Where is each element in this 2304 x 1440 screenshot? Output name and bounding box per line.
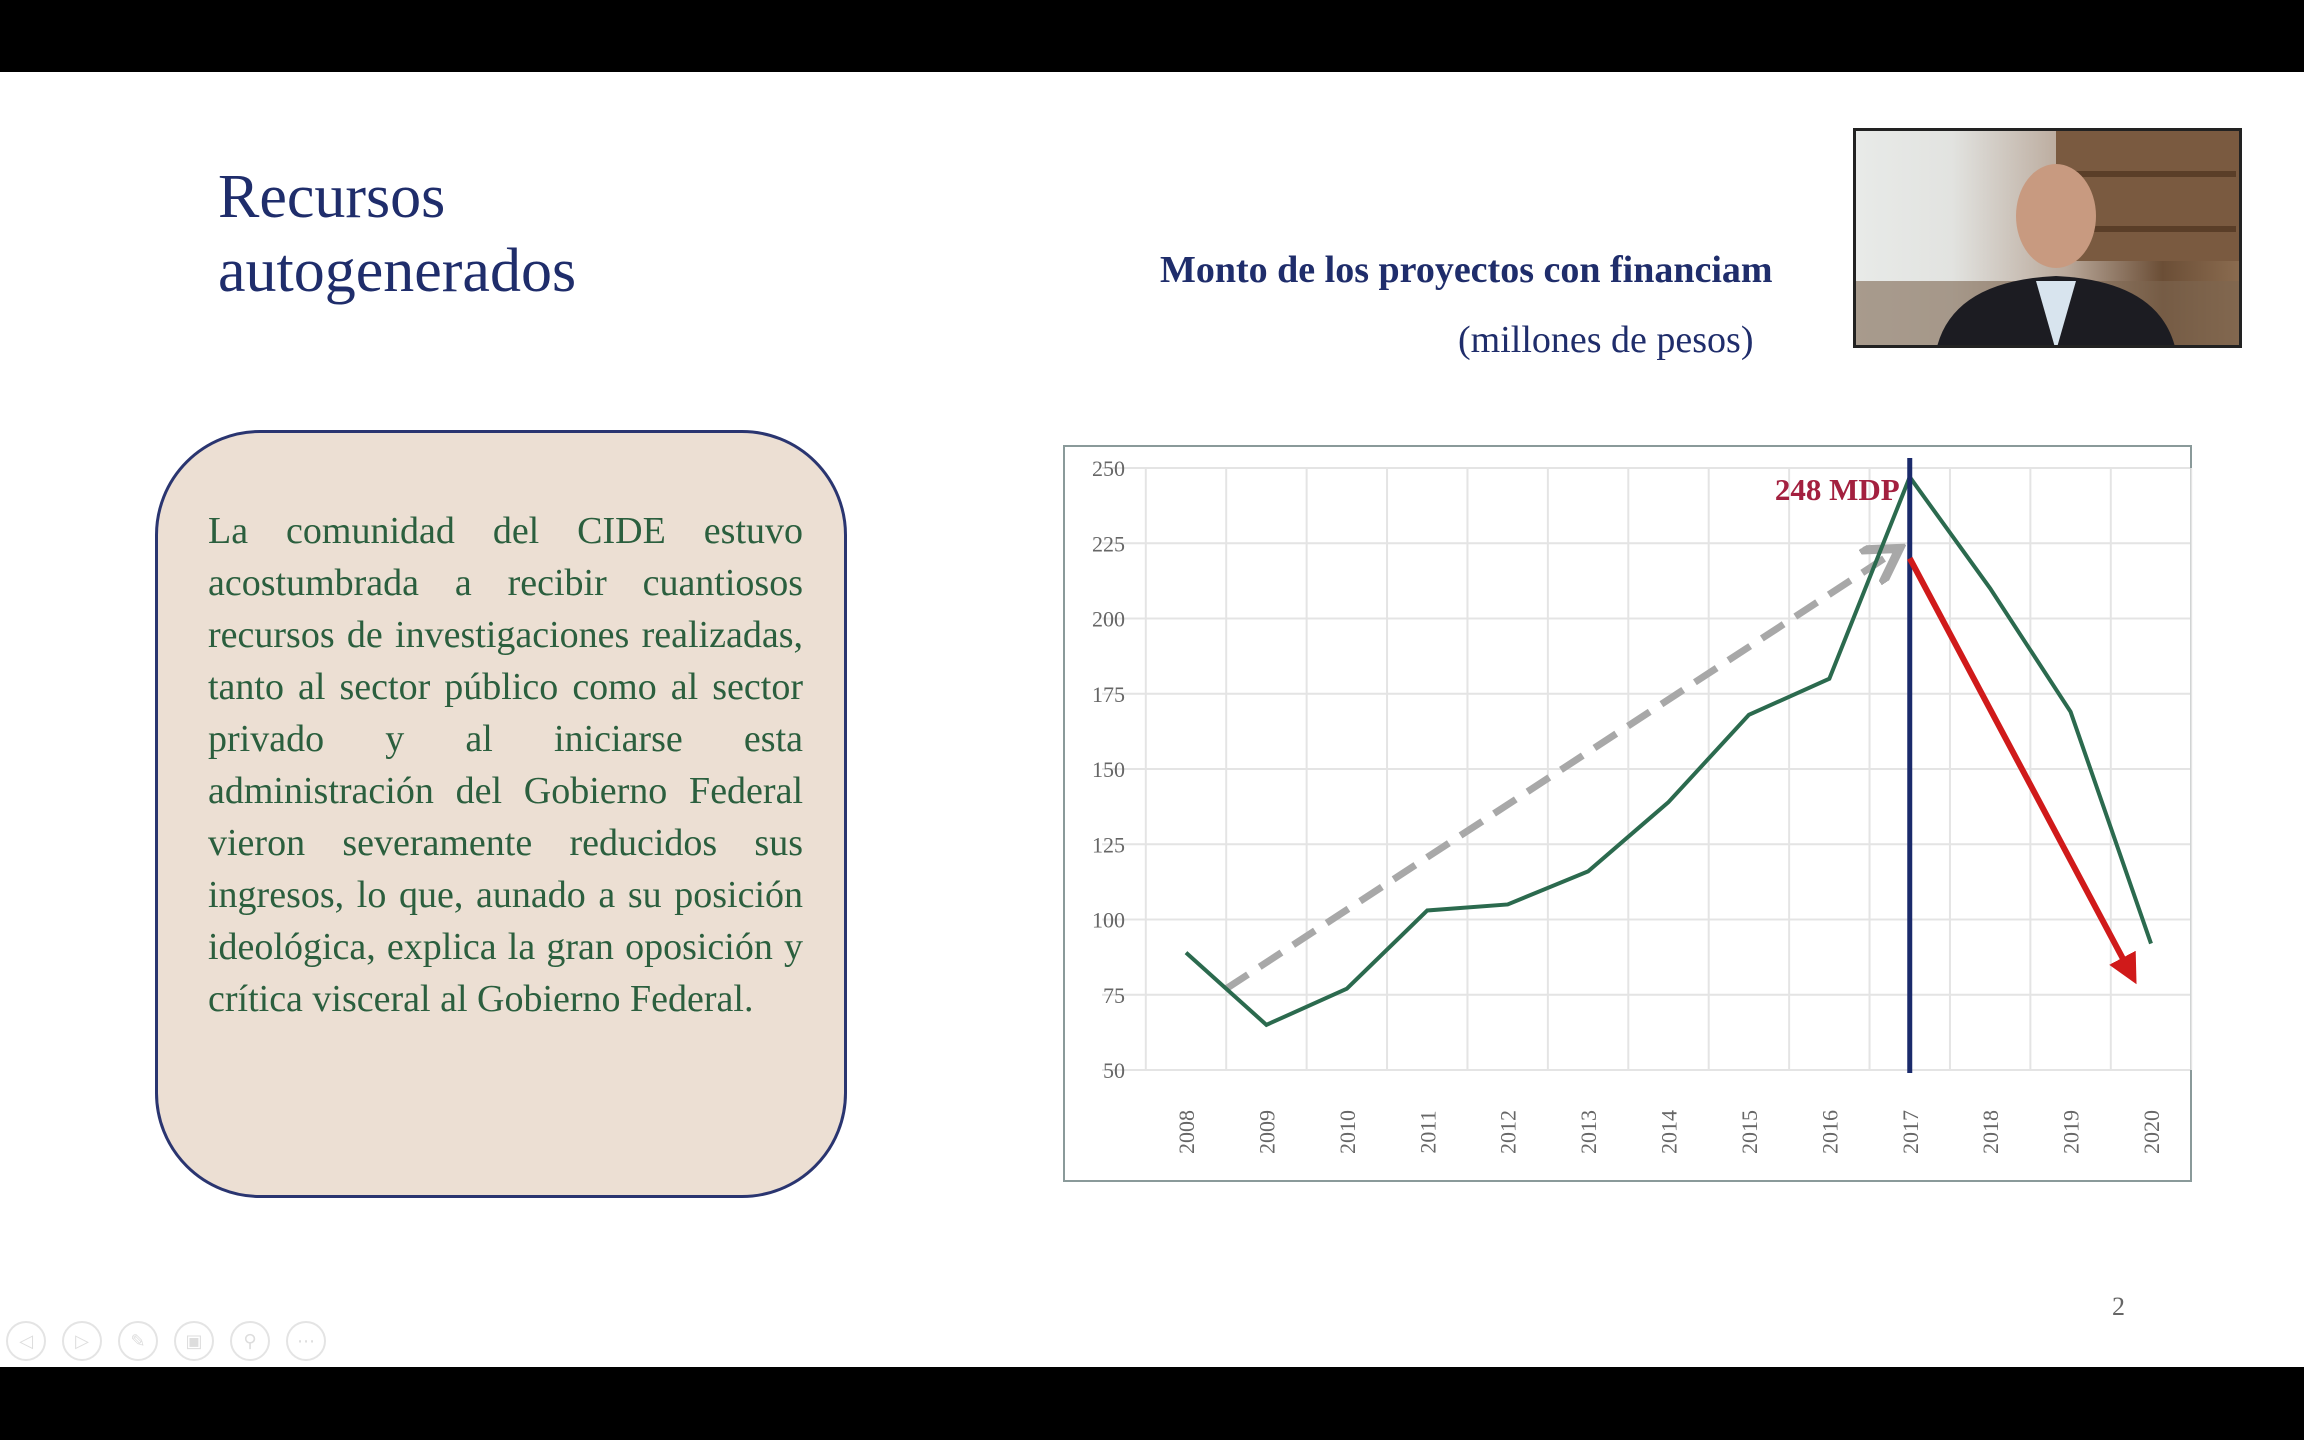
page-number: 2	[2112, 1292, 2125, 1321]
peak-annotation: 248 MDP	[1775, 472, 1900, 507]
y-tick-label: 100	[1092, 908, 1125, 933]
title-line-1: Recursos	[218, 163, 446, 231]
slide-title: Recursos autogenerados	[218, 160, 576, 308]
x-tick-label: 2019	[2059, 1110, 2084, 1154]
y-tick-label: 150	[1092, 757, 1125, 782]
pen-icon[interactable]: ✎	[118, 1321, 158, 1361]
x-tick-label: 2012	[1496, 1110, 1521, 1154]
y-tick-label: 50	[1103, 1058, 1125, 1083]
slides-icon[interactable]: ▣	[174, 1321, 214, 1361]
chart-subtitle: (millones de pesos)	[1458, 319, 1754, 361]
x-tick-label: 2016	[1817, 1110, 1842, 1154]
chart-title: Monto de los proyectos con financiam	[1160, 249, 1773, 291]
x-tick-label: 2017	[1898, 1110, 1923, 1154]
zoom-icon[interactable]: ⚲	[230, 1321, 270, 1361]
y-tick-label: 225	[1092, 531, 1125, 556]
bottom-letterbox	[0, 1367, 2304, 1440]
previous-icon[interactable]: ◁	[6, 1321, 46, 1361]
top-letterbox	[0, 0, 2304, 72]
y-tick-label: 75	[1103, 983, 1125, 1008]
title-line-2: autogenerados	[218, 237, 577, 305]
x-tick-label: 2014	[1657, 1110, 1682, 1154]
presenter-video	[1856, 131, 2239, 345]
x-tick-label: 2009	[1254, 1110, 1279, 1154]
body-text: La comunidad del CIDE estuvo acostumbrad…	[208, 510, 803, 1020]
x-tick-label: 2020	[2139, 1110, 2164, 1154]
more-icon[interactable]: ⋯	[286, 1321, 326, 1361]
series-line	[1184, 472, 2153, 1028]
text-box: La comunidad del CIDE estuvo acostumbrad…	[155, 430, 847, 1198]
y-tick-label: 200	[1092, 607, 1125, 632]
x-tick-label: 2015	[1737, 1110, 1762, 1154]
x-tick-label: 2011	[1415, 1110, 1440, 1153]
y-tick-label: 125	[1092, 832, 1125, 857]
webcam-overlay	[1853, 128, 2242, 348]
x-tick-label: 2013	[1576, 1110, 1601, 1154]
y-tick-label: 250	[1092, 456, 1125, 481]
next-icon[interactable]: ▷	[62, 1321, 102, 1361]
y-tick-label: 175	[1092, 682, 1125, 707]
slideshow-controls: ◁ ▷ ✎ ▣ ⚲ ⋯	[6, 1321, 326, 1361]
x-tick-label: 2010	[1335, 1110, 1360, 1154]
x-tick-label: 2018	[1978, 1110, 2003, 1154]
x-tick-label: 2008	[1174, 1110, 1199, 1154]
trend-up-arrow	[1224, 552, 1893, 992]
trend-down-arrow	[1907, 556, 2137, 985]
